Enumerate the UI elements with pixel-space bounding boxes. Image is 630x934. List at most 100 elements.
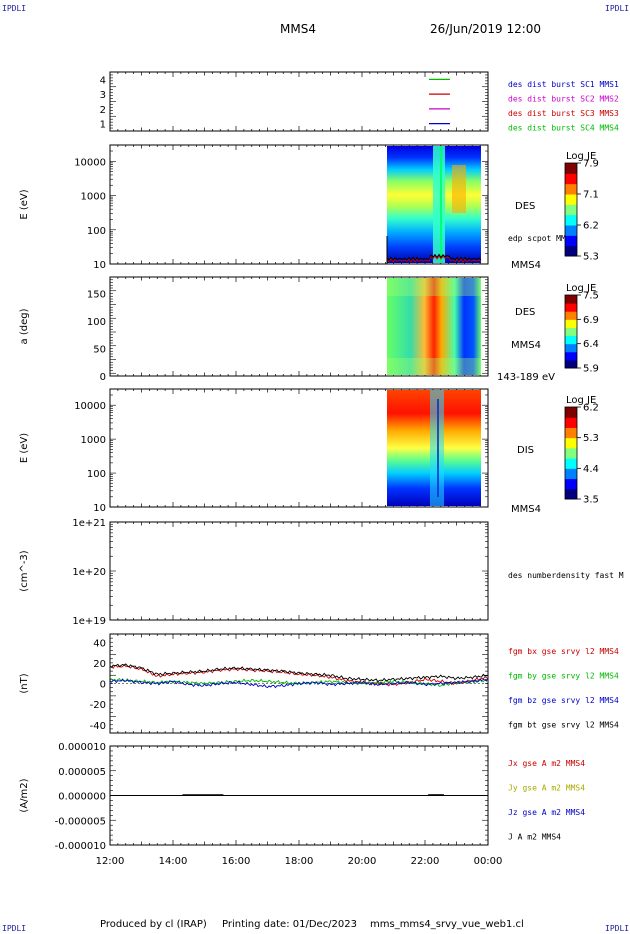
des-energy-colorbar-tick-label: 7.1 [583,190,599,201]
des-energy-colorbar-tick-label: 6.2 [583,221,599,232]
pitch-angle-spectrogram [387,278,481,375]
dis-energy-colorbar-tick-label: 3.5 [583,495,599,506]
pitch-angle-ylabel: a (deg) [19,308,30,344]
des-energy-sublabel: edp scpot MMS4 [508,234,576,243]
footer-produced-by: Produced by cl (IRAP) [100,919,207,930]
pitch-angle-colorbar-cell [565,303,577,312]
current-ytick-label: 0.000010 [58,742,106,753]
x-tick-label: 14:00 [159,856,188,867]
dis-energy-dip-core [437,399,439,497]
magfield-ytick-label: -20 [90,700,106,711]
dis-energy-colorbar-cell [565,407,577,418]
magfield-legend-entry: fgm bz gse srvy l2 MMS4 [508,696,619,705]
pitch-angle-colorbar-cell [565,359,577,369]
des-energy-colorbar-frame [564,162,578,257]
dis-energy-label: DIS [517,445,534,456]
burst-legend-entry: des dist burst SC4 MMS4 [508,124,619,133]
edp-scpot-line-red [386,255,482,263]
des-energy-colorbar-title: Log JE [566,151,596,162]
pitch-angle-label: DES [515,307,535,318]
dis-energy-colorbar-frame [564,406,578,500]
irap-logo-top-right: IPDLI [605,4,630,13]
current-legend-entry: Jx gse A m2 MMS4 [508,759,585,768]
density-ytick-label: 1e+19 [72,616,106,627]
burst-legend-entry: des dist burst SC1 MMS1 [508,80,619,89]
dis-energy-colorbar-tick-label: 5.3 [583,433,599,444]
dis-energy-colorbar-cell [565,488,577,500]
dis-energy-colorbar-cell [565,437,577,449]
des-energy-colorbar-cell [565,245,577,257]
des-energy-colorbar-cell [565,194,577,205]
pitch-angle-colorbar-cell [565,311,577,320]
dis-energy-ytick-label: 1000 [81,435,106,446]
dis-energy-ytick-label: 10000 [74,401,106,412]
density-ylabel: (cm^-3) [19,550,30,591]
pitch-angle-ytick-label: 0 [100,372,106,383]
burst-ytick-label: 4 [100,75,106,86]
burst-ytick-label: 1 [100,120,106,131]
datetime-title: 26/Jun/2019 12:00 [430,22,542,36]
pitch-angle-colorbar-cell [565,335,577,345]
des-energy-colorbar-cell [565,235,577,247]
pitch-angle-colorbar-tick-label: 5.9 [583,364,599,375]
x-tick-label: 18:00 [285,856,314,867]
burst-ytick-label: 3 [100,90,106,101]
pitch-angle-sublabel: MMS4 [511,340,541,351]
dis-energy-bottom-label: MMS4 [511,504,541,515]
irap-logo-bottom-left: IPDLI [2,924,27,933]
magfield-legend-entry: fgm bx gse srvy l2 MMS4 [508,647,619,656]
dis-energy-colorbar-cell [565,447,577,459]
des-energy-bottom-label: MMS4 [511,260,541,271]
pitch-angle-colorbar-cell [565,295,577,304]
burst-ytick-label: 2 [100,105,106,116]
x-tick-label: 00:00 [474,856,503,867]
magfield-series-line [109,677,489,689]
density-ytick-label: 1e+21 [72,518,106,529]
current-legend-entry: Jz gse A m2 MMS4 [508,808,585,817]
spacecraft-title: MMS4 [280,22,316,36]
irap-logo-top-left: IPDLI [2,4,27,13]
density-panel-frame [109,521,489,621]
dis-energy-colorbar-cell [565,427,577,439]
magfield-ylabel: (nT) [19,673,30,693]
magfield-ytick-label: -40 [90,721,106,732]
irap-logo-bottom-right: IPDLI [605,924,630,933]
des-energy-colorbar-cell [565,214,577,226]
pitch-angle-colorbar-tick-label: 6.9 [583,315,599,326]
density-legend-entry: des numberdensity fast M [508,571,624,580]
x-tick-label: 12:00 [96,856,125,867]
des-energy-dip-core [440,146,442,263]
pitch-angle-colorbar-frame [564,294,578,369]
pitch-angle-ytick-label: 150 [87,290,106,301]
magfield-ytick-label: 0 [100,680,106,691]
current-legend-entry: J A m2 MMS4 [508,833,561,842]
des-energy-colorbar-cell [565,163,577,174]
burst-panel-frame [109,71,489,132]
magfield-ytick-label: 20 [93,659,106,670]
dis-energy-colorbar-cell [565,458,577,469]
magfield-series-line [109,677,489,687]
dis-energy-ytick-label: 100 [87,469,106,480]
footer-filename: mms_mms4_srvy_vue_web1.cl [370,919,524,930]
density-ytick-label: 1e+20 [72,567,106,578]
des-energy-colorbar-cell [565,173,577,185]
dis-energy-colorbar-cell [565,478,577,490]
des-energy-hot-patch [452,165,466,213]
des-energy-dip [433,146,445,263]
footer-printing-date: Printing date: 01/Dec/2023 [222,919,358,930]
des-energy-colorbar-cell [565,225,577,236]
des-energy-label: DES [515,201,535,212]
pitch-angle-colorbar-cell [565,319,577,328]
pitch-angle-ytick-label: 100 [87,317,106,328]
pitch-angle-colorbar-cell [565,327,577,337]
magfield-series-line [109,663,489,683]
pitch-angle-colorbar-tick-label: 7.5 [583,291,599,302]
current-legend-entry: Jy gse A m2 MMS4 [508,784,585,793]
dis-energy-colorbar-cell [565,468,577,480]
current-ytick-label: -0.000005 [55,816,106,827]
magfield-legend-entry: fgm by gse srvy l2 MMS4 [508,672,619,681]
des-energy-colorbar-tick-label: 7.9 [583,159,599,170]
dis-energy-colorbar-cell [565,417,577,428]
